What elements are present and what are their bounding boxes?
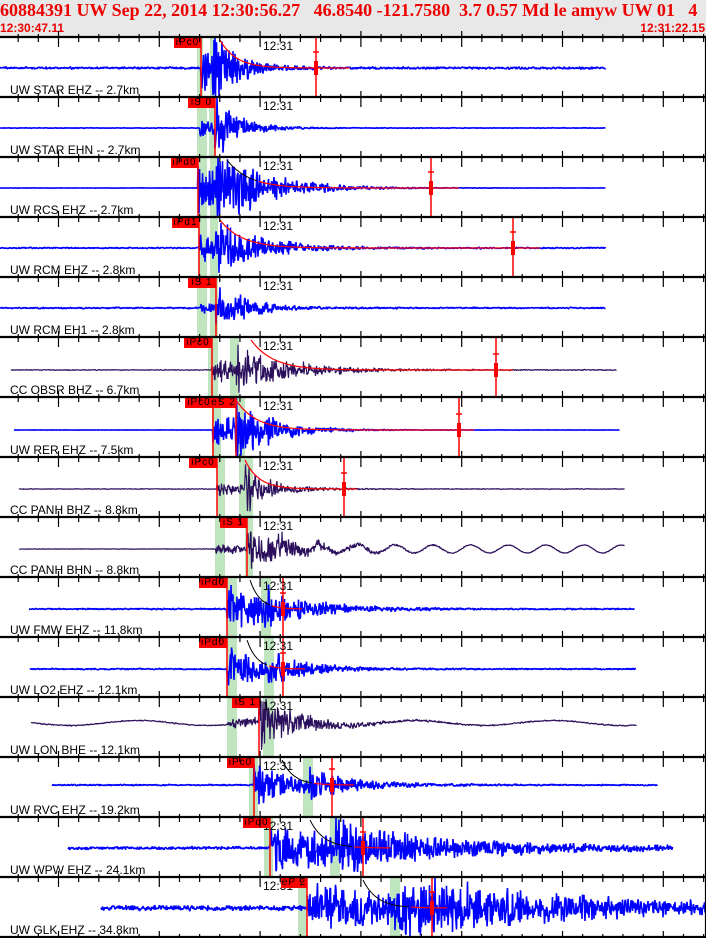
pick-label: iS 1 [232, 698, 259, 708]
pick-label: iPc0 [189, 458, 217, 468]
minute-mark: 12:31 [263, 39, 294, 53]
trace-row: 12:31 iPc0 UW STAR EHZ -- 2.7km [0, 37, 706, 97]
pick-label: iS 1 [188, 278, 216, 288]
waveform [0, 97, 606, 157]
trace-row: 12:31 eP 2 UW GLK EHZ -- 34.8km [0, 877, 706, 937]
pick-label: iPd0 [171, 158, 198, 168]
minute-mark: 12:31 [263, 339, 294, 353]
waveform [18, 517, 625, 577]
minute-mark: 12:31 [263, 99, 294, 113]
pick-label: iPd0 [199, 578, 227, 588]
waveform [0, 217, 607, 277]
minute-mark: 12:31 [263, 639, 294, 653]
station-label: UW RCS EHZ -- 2.7km [10, 203, 134, 217]
trace-row: 12:31 iS 1 CC PANH BHN -- 8.8km [0, 517, 706, 577]
station-label: UW GLK EHZ -- 34.8km [10, 923, 139, 937]
waveform [0, 277, 606, 337]
trace-row: 12:31 iPc0 UW RVC EHZ -- 19.2km [0, 757, 706, 817]
minute-mark: 12:31 [263, 579, 294, 593]
minute-mark: 12:31 [263, 159, 294, 173]
trace-row: 12:31 iS 1 UW RCM EH1 -- 2.8km [0, 277, 706, 337]
pick-label: iPd0 [243, 818, 270, 828]
minute-mark: 12:31 [263, 399, 294, 413]
pick-label: eS 2 [211, 398, 236, 408]
pick-label: iPc0 [227, 758, 254, 768]
minute-mark: 12:31 [263, 819, 294, 833]
waveform [67, 817, 674, 877]
waveform [14, 397, 620, 457]
trace-row: 12:31 iPd0 UW RCS EHZ -- 2.7km [0, 157, 706, 217]
trace-row: 12:31 iPc0 CC OBSR BHZ -- 6.7km [0, 337, 706, 397]
pick-label: iPd0 [199, 638, 227, 648]
plot-header: 60884391 UW Sep 22, 2014 12:30:56.27 46.… [0, 0, 706, 38]
trace-row: 12:31 iPc0 CC PANH BHZ -- 8.8km [0, 457, 706, 517]
station-label: UW RCM EH1 -- 2.8km [10, 323, 135, 337]
station-label: UW STAR EHZ -- 2.7km [10, 83, 140, 97]
station-label: CC PANH BHN -- 8.8km [10, 563, 140, 577]
window-start-time: 12:30:47.11 [0, 21, 65, 35]
trace-row: 12:31 iS 1 UW LON BHE -- 12.1km [0, 697, 706, 757]
trace-row: 12:31 iPc0 eS 2 UW RER EHZ -- 7.5km [0, 397, 706, 457]
station-label: UW WPW EHZ -- 24.1km [10, 863, 146, 877]
station-label: CC PANH BHZ -- 8.8km [10, 503, 138, 517]
station-label: UW LO2 EHZ -- 12.1km [10, 683, 138, 697]
pick-label: iS 1 [220, 518, 247, 528]
waveform [29, 637, 637, 697]
pick-label: iPc0 [185, 398, 213, 408]
waveform [0, 157, 606, 217]
station-label: UW RER EHZ -- 7.5km [10, 443, 134, 457]
trace-row: 12:31 iS 0 UW STAR EHN -- 2.7km [0, 97, 706, 157]
minute-mark: 12:31 [263, 279, 294, 293]
trace-row: 12:31 iPd0 UW FMW EHZ -- 11.8km [0, 577, 706, 637]
trace-row: 12:31 iPd0 UW WPW EHZ -- 24.1km [0, 817, 706, 877]
pick-label: iPc0 [174, 38, 201, 48]
trace-row: 12:31 iPd1 UW RCM EHZ -- 2.8km [0, 217, 706, 277]
waveform [51, 757, 658, 817]
pick-label: eP 2 [281, 878, 307, 888]
waveform [100, 877, 706, 937]
minute-mark: 12:31 [263, 459, 294, 473]
trace-row: 12:31 iPd0 UW LO2 EHZ -- 12.1km [0, 637, 706, 697]
waveform [18, 457, 625, 517]
station-label: UW LON BHE -- 12.1km [10, 743, 141, 757]
waveform [0, 37, 607, 97]
waveform [30, 697, 637, 757]
pick-label: iPc0 [184, 338, 212, 348]
window-end-time: 12:31:22.15 [640, 21, 705, 35]
minute-mark: 12:31 [263, 519, 294, 533]
station-label: UW FMW EHZ -- 11.8km [10, 623, 143, 637]
waveform [10, 337, 617, 397]
pick-label: iS 0 [188, 98, 215, 108]
station-label: CC OBSR BHZ -- 6.7km [10, 383, 140, 397]
minute-mark: 12:31 [263, 699, 294, 713]
event-title: 60884391 UW Sep 22, 2014 12:30:56.27 46.… [0, 0, 698, 20]
waveform [28, 577, 635, 637]
pick-label: iPd1 [172, 218, 199, 228]
station-label: UW STAR EHN -- 2.7km [10, 143, 141, 157]
minute-mark: 12:31 [263, 759, 294, 773]
station-label: UW RVC EHZ -- 19.2km [10, 803, 140, 817]
station-label: UW RCM EHZ -- 2.8km [10, 263, 136, 277]
minute-mark: 12:31 [263, 219, 294, 233]
